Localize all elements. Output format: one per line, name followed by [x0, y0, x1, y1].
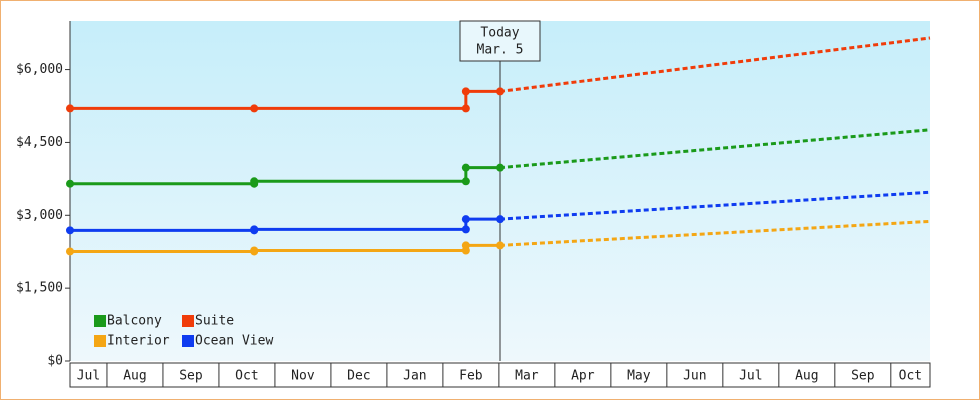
history-line	[70, 166, 500, 186]
history-line	[70, 243, 500, 253]
point	[496, 163, 504, 172]
x-tick-label: Nov	[291, 369, 315, 384]
point	[461, 215, 470, 224]
y-tick-label: $6,000	[16, 62, 63, 77]
legend-swatch	[182, 335, 194, 347]
point	[461, 177, 470, 186]
legend-swatch	[94, 315, 106, 327]
point	[66, 226, 74, 235]
today-label: Today	[480, 26, 519, 41]
x-tick-label: Aug	[795, 369, 818, 384]
x-tick-label: Feb	[459, 369, 483, 384]
point	[461, 225, 470, 234]
x-tick-label: Sep	[851, 369, 875, 384]
legend-label: Ocean View	[195, 334, 273, 349]
legend-label: Interior	[107, 334, 170, 349]
x-tick-label: Sep	[179, 369, 203, 384]
today-label: Mar. 5	[477, 43, 524, 58]
y-tick-label: $4,500	[16, 135, 63, 150]
x-tick-label: Mar	[515, 369, 539, 384]
y-tick-label: $0	[47, 354, 63, 369]
point	[250, 246, 259, 255]
x-tick-label: Apr	[571, 369, 595, 384]
x-axis-band	[69, 362, 931, 388]
x-tick-label: Oct	[235, 369, 258, 384]
point	[496, 215, 504, 224]
point	[461, 87, 470, 96]
y-tick-label: $3,000	[16, 208, 63, 223]
x-tick-label: May	[627, 369, 651, 384]
today-box	[459, 20, 541, 62]
x-tick-label: Jun	[683, 369, 706, 384]
point	[250, 177, 259, 186]
x-tick-label: Jul	[739, 369, 762, 384]
point	[461, 104, 470, 113]
point	[66, 179, 74, 188]
point	[250, 104, 259, 113]
legend-label: Balcony	[107, 314, 162, 329]
x-tick-label: Jul	[77, 369, 100, 384]
legend-swatch	[182, 315, 194, 327]
legend-swatch	[94, 335, 106, 347]
point	[461, 241, 470, 250]
history-line	[70, 217, 500, 232]
point	[250, 225, 259, 234]
legend-label: Suite	[195, 314, 234, 329]
x-tick-label: Oct	[899, 369, 922, 384]
point	[66, 247, 74, 256]
point	[496, 241, 504, 250]
point	[496, 87, 504, 96]
point	[66, 104, 74, 113]
forecast-line	[499, 36, 931, 93]
x-tick-label: Dec	[347, 369, 370, 384]
x-tick-label: Aug	[123, 369, 146, 384]
point	[461, 163, 470, 172]
y-tick-label: $1,500	[16, 281, 63, 296]
x-tick-label: Jan	[403, 369, 426, 384]
